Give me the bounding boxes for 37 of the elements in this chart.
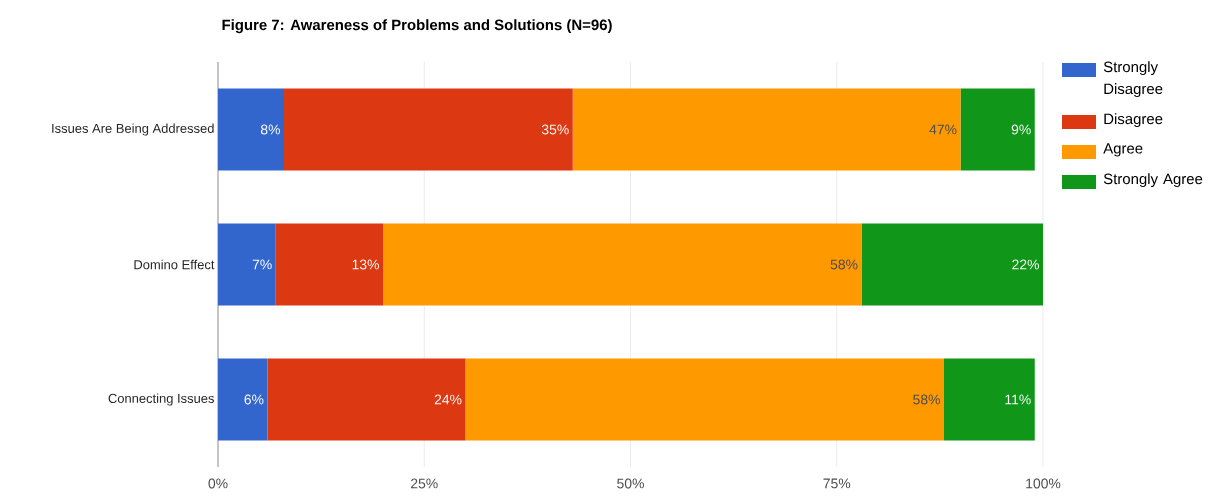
bar xyxy=(218,88,284,171)
x-tick-label: 100% xyxy=(1026,478,1061,489)
data-label: 11% xyxy=(1005,394,1031,405)
x-tick-label: 75% xyxy=(823,478,851,489)
data-label: 35% xyxy=(541,124,569,135)
legend-label: Strongly Agree xyxy=(1103,173,1203,188)
data-label: 7% xyxy=(252,259,272,270)
bar xyxy=(944,358,1035,441)
bar xyxy=(275,223,383,306)
data-label: 47% xyxy=(929,124,957,135)
y-tick-label: Connecting Issues xyxy=(108,393,214,406)
bar xyxy=(465,358,945,441)
data-label: 58% xyxy=(913,394,940,405)
data-label: 24% xyxy=(434,394,462,405)
data-label: 22% xyxy=(1012,259,1039,270)
legend-label: Disagree xyxy=(1104,113,1163,128)
x-tick-label: 50% xyxy=(617,478,644,489)
data-label: 8% xyxy=(260,124,280,135)
data-label: 58% xyxy=(830,259,858,270)
bar xyxy=(218,223,276,306)
legend-label: Strongly Disagree xyxy=(1103,61,1163,98)
chart-title: Figure 7: Awareness of Problems and Solutions (N=96) xyxy=(222,19,612,34)
bar xyxy=(218,358,268,441)
legend-label: Agree xyxy=(1103,143,1143,157)
data-label: 13% xyxy=(352,259,379,270)
bar xyxy=(861,223,1044,306)
x-tick-label: 0% xyxy=(208,478,228,489)
bar xyxy=(267,358,466,441)
bar xyxy=(383,223,862,306)
y-tick-label: Issues Are Being Addressed xyxy=(52,123,214,136)
data-label: 6% xyxy=(244,394,264,405)
bar xyxy=(960,88,1035,171)
bar xyxy=(572,88,961,171)
y-tick-label: Domino Effect xyxy=(134,259,215,270)
bar xyxy=(284,88,573,171)
x-tick-label: 25% xyxy=(411,478,438,489)
data-label: 9% xyxy=(1011,124,1031,135)
